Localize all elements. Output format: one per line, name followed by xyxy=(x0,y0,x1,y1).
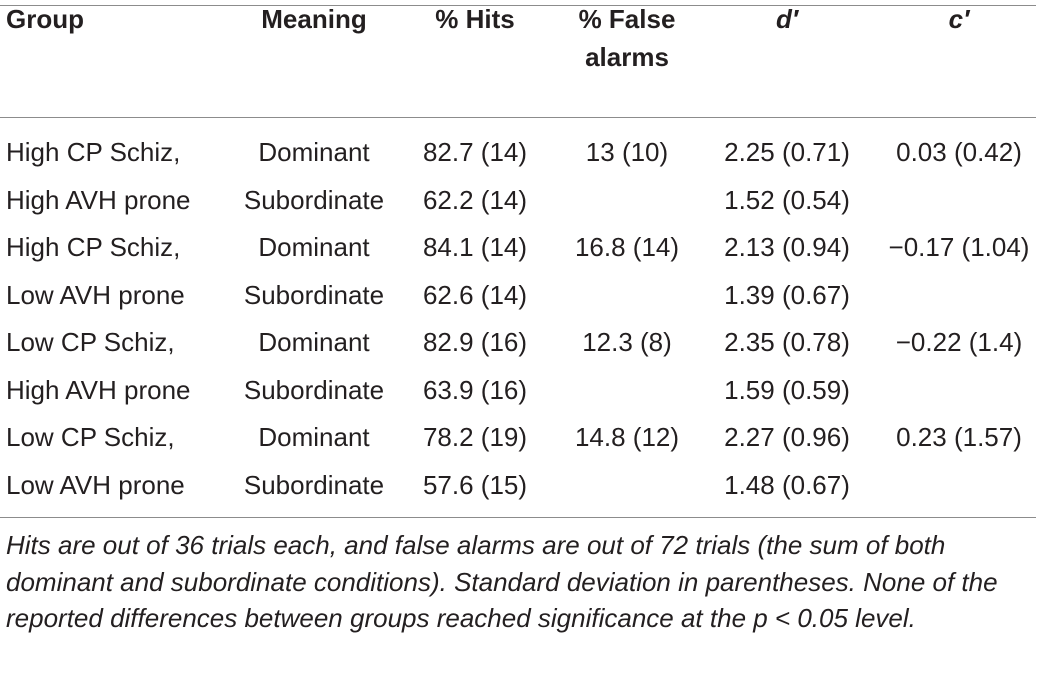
cell-c-prime: 0.23 (1.57) xyxy=(896,422,1022,452)
header-false-alarms: % False alarms xyxy=(556,0,698,117)
table-row: Low CP Schiz, Dominant 78.2 (19) 14.8 (1… xyxy=(0,414,1040,462)
cell-false-alarms xyxy=(556,272,698,320)
table-body: High CP Schiz, Dominant 82.7 (14) 13 (10… xyxy=(0,117,1040,509)
cell-hits: 82.7 (14) xyxy=(422,137,528,167)
header-false-alarms-line2: alarms xyxy=(585,42,669,72)
results-table: Group Meaning % Hits % False alarms d′ c… xyxy=(0,0,1040,509)
cell-meaning: Subordinate xyxy=(243,279,385,310)
header-row: Group Meaning % Hits % False alarms d′ c… xyxy=(0,0,1040,117)
cell-meaning: Dominant xyxy=(258,232,370,262)
cell-hits: 57.6 (15) xyxy=(422,469,528,500)
cell-false-alarms: 14.8 (12) xyxy=(574,422,680,452)
cell-meaning: Subordinate xyxy=(243,469,385,500)
cell-c-prime xyxy=(876,367,1040,415)
cell-meaning: Subordinate xyxy=(243,184,385,215)
top-rule xyxy=(0,5,1036,6)
cell-c-prime xyxy=(876,177,1040,225)
cell-false-alarms: 13 (10) xyxy=(585,137,669,167)
cell-hits: 82.9 (16) xyxy=(422,327,528,357)
cell-meaning: Dominant xyxy=(258,422,370,452)
cell-c-prime xyxy=(876,462,1040,510)
cell-meaning: Subordinate xyxy=(243,374,385,405)
cell-d-prime: 2.27 (0.96) xyxy=(724,422,850,452)
cell-false-alarms: 12.3 (8) xyxy=(582,327,672,357)
cell-c-prime: −0.17 (1.04) xyxy=(888,232,1030,262)
cell-false-alarms: 16.8 (14) xyxy=(574,232,680,262)
cell-c-prime: 0.03 (0.42) xyxy=(896,137,1022,167)
header-false-alarms-line1: % False xyxy=(578,4,676,34)
cell-d-prime: 1.59 (0.59) xyxy=(724,374,850,405)
cell-hits: 62.2 (14) xyxy=(422,184,528,215)
table-footnote: Hits are out of 36 trials each, and fals… xyxy=(6,530,998,633)
cell-group: Low AVH prone xyxy=(6,279,185,310)
cell-c-prime xyxy=(876,272,1040,320)
table-row: Low AVH prone Subordinate 62.6 (14) 1.39… xyxy=(0,272,1040,320)
table-row: High CP Schiz, Dominant 84.1 (14) 16.8 (… xyxy=(0,224,1040,272)
table-header: Group Meaning % Hits % False alarms d′ c… xyxy=(0,0,1040,117)
cell-group: High AVH prone xyxy=(6,184,191,215)
header-meaning: Meaning xyxy=(261,4,367,34)
cell-group: Low CP Schiz, xyxy=(6,422,175,452)
cell-false-alarms xyxy=(556,177,698,225)
table-row: Low AVH prone Subordinate 57.6 (15) 1.48… xyxy=(0,462,1040,510)
table-row: Low CP Schiz, Dominant 82.9 (16) 12.3 (8… xyxy=(0,319,1040,367)
cell-meaning: Dominant xyxy=(258,137,370,167)
cell-d-prime: 2.35 (0.78) xyxy=(724,327,850,357)
table-row: High CP Schiz, Dominant 82.7 (14) 13 (10… xyxy=(0,117,1040,177)
cell-group: High AVH prone xyxy=(6,374,191,405)
cell-d-prime: 2.25 (0.71) xyxy=(724,137,850,167)
cell-group: High CP Schiz, xyxy=(6,137,181,167)
header-c-prime: c′ xyxy=(948,4,970,34)
table-row: High AVH prone Subordinate 62.2 (14) 1.5… xyxy=(0,177,1040,225)
cell-hits: 63.9 (16) xyxy=(422,374,528,405)
cell-c-prime: −0.22 (1.4) xyxy=(895,327,1023,357)
cell-d-prime: 1.39 (0.67) xyxy=(724,279,850,310)
cell-hits: 78.2 (19) xyxy=(422,422,528,452)
header-group: Group xyxy=(6,4,84,34)
cell-d-prime: 1.52 (0.54) xyxy=(724,184,850,215)
cell-hits: 84.1 (14) xyxy=(422,232,528,262)
cell-d-prime: 1.48 (0.67) xyxy=(724,469,850,500)
cell-false-alarms xyxy=(556,462,698,510)
cell-d-prime: 2.13 (0.94) xyxy=(724,232,850,262)
table-row: High AVH prone Subordinate 63.9 (16) 1.5… xyxy=(0,367,1040,415)
cell-false-alarms xyxy=(556,367,698,415)
cell-group: Low CP Schiz, xyxy=(6,327,175,357)
bottom-rule xyxy=(0,517,1036,518)
cell-group: High CP Schiz, xyxy=(6,232,181,262)
header-d-prime: d′ xyxy=(775,4,799,34)
header-hits: % Hits xyxy=(435,4,515,34)
cell-meaning: Dominant xyxy=(258,327,370,357)
cell-group: Low AVH prone xyxy=(6,469,185,500)
cell-hits: 62.6 (14) xyxy=(422,279,528,310)
header-rule xyxy=(0,117,1036,118)
